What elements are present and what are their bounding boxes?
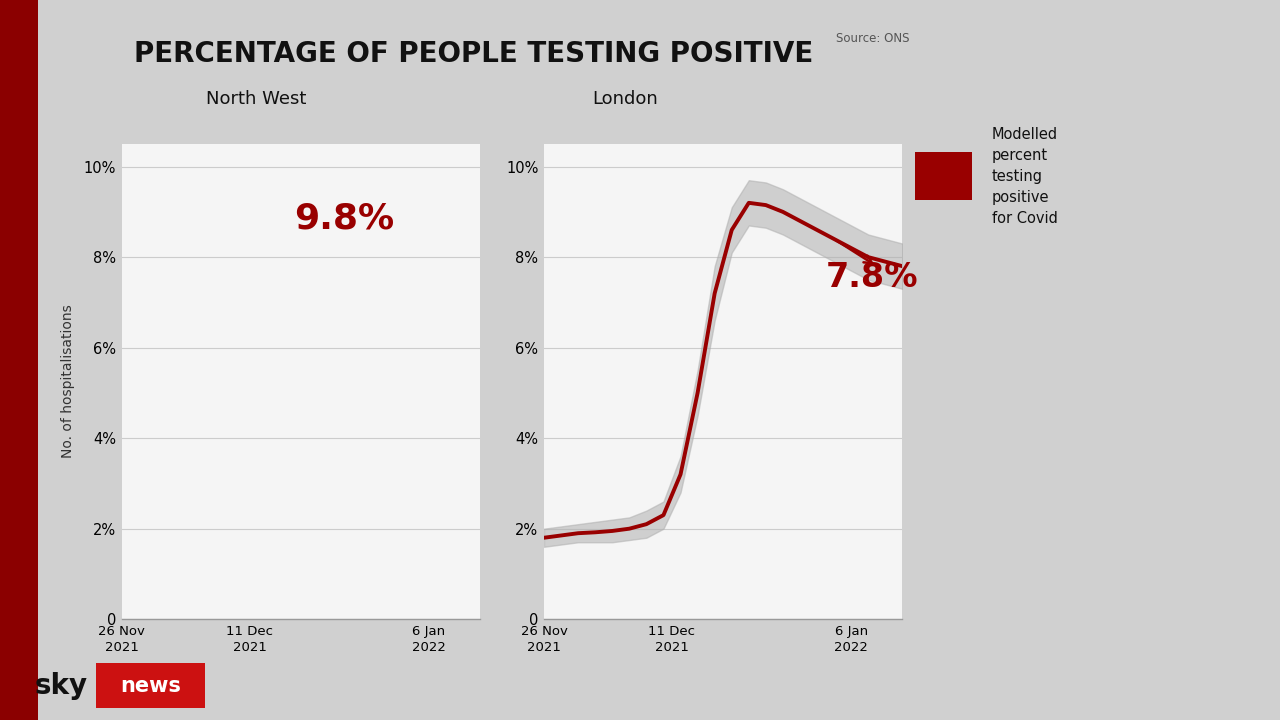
Text: London: London [593, 90, 658, 108]
Text: news: news [120, 676, 182, 696]
Bar [0, 0, 38, 720]
Bar [915, 152, 972, 200]
Y-axis label: No. of hospitalisations: No. of hospitalisations [61, 305, 76, 459]
Text: North West: North West [206, 90, 306, 108]
Text: 9.8%: 9.8% [293, 201, 394, 235]
Text: Source: ONS: Source: ONS [836, 32, 909, 45]
Bar [96, 663, 205, 708]
Text: PERCENTAGE OF PEOPLE TESTING POSITIVE: PERCENTAGE OF PEOPLE TESTING POSITIVE [134, 40, 813, 68]
Text: 7.8%: 7.8% [826, 261, 918, 294]
Text: Modelled
percent
testing
positive
for Covid: Modelled percent testing positive for Co… [992, 127, 1059, 226]
Text: sky: sky [35, 672, 88, 700]
